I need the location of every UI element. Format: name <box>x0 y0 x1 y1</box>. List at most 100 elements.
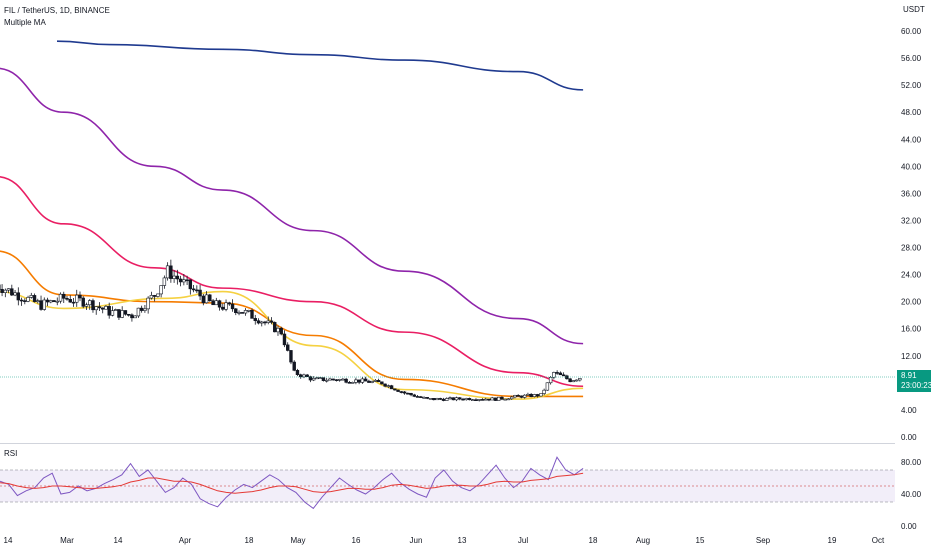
time-tick-label: Apr <box>179 536 192 545</box>
candle-up <box>422 397 426 399</box>
candle-down <box>406 392 410 395</box>
candle-up <box>55 300 59 303</box>
candle-down <box>487 398 491 401</box>
candle-down <box>10 288 14 296</box>
candle-down <box>467 398 472 401</box>
rsi-legend[interactable]: RSI <box>4 449 18 458</box>
time-tick-label: Mar <box>60 536 74 545</box>
candle-up <box>3 289 8 293</box>
candle-up <box>373 380 378 382</box>
candle-down <box>415 396 420 398</box>
candle-down <box>234 308 238 314</box>
price-tick-label: 16.00 <box>901 325 922 334</box>
time-tick-label: Sep <box>756 536 771 545</box>
candle-up <box>490 397 494 401</box>
candle-down <box>152 295 157 297</box>
candle-down <box>81 297 85 307</box>
candle-down <box>175 275 180 280</box>
candle-down <box>221 306 225 310</box>
candle-down <box>195 289 199 292</box>
candle-down <box>376 380 381 383</box>
candle-up <box>506 398 511 401</box>
price-tick-label: 56.00 <box>901 54 922 63</box>
price-tick-label: 52.00 <box>901 81 922 90</box>
candle-down <box>253 318 257 322</box>
candle-up <box>574 379 579 382</box>
candle-down <box>535 394 540 397</box>
candle-down <box>263 321 267 324</box>
candle-up <box>477 399 481 401</box>
price-tick-label: 36.00 <box>901 189 922 198</box>
candle-down <box>568 378 572 383</box>
candle-down <box>419 396 423 398</box>
candle-up <box>337 379 342 381</box>
candle-up <box>13 292 17 296</box>
candle-up <box>578 378 582 381</box>
candle-up <box>497 396 501 401</box>
candle-down <box>558 372 563 376</box>
time-tick-label: Jun <box>410 536 423 545</box>
candle-down <box>269 320 274 323</box>
candle-down <box>286 344 290 351</box>
candle-down <box>432 398 436 401</box>
rsi-line <box>0 456 584 510</box>
candle-down <box>380 381 384 385</box>
candle-up <box>552 372 556 378</box>
candle-down <box>139 307 144 311</box>
candle-up <box>237 312 241 314</box>
price-tick-label: 24.00 <box>901 271 922 280</box>
candle-down <box>211 300 215 306</box>
candle-down <box>65 298 69 300</box>
candle-down <box>402 391 407 394</box>
candle-down <box>289 350 293 363</box>
candle-down <box>68 299 72 303</box>
candle-down <box>458 397 462 400</box>
time-tick-label: 15 <box>696 536 705 545</box>
candle-down <box>117 309 121 318</box>
time-tick-label: 19 <box>828 536 837 545</box>
axes: USDT 60.00 56.00 52.00 48.00 44.00 40.00 36.00 3… <box>4 5 925 545</box>
symbol-title[interactable]: FIL / TetherUS, 1D, BINANCE <box>4 6 110 15</box>
candle-down <box>256 320 261 324</box>
candle-up <box>539 393 543 397</box>
candle-up <box>88 300 92 306</box>
candle-up <box>266 320 270 323</box>
time-tick-label: May <box>290 536 305 545</box>
candle-down <box>16 292 21 301</box>
candle-up <box>545 382 550 391</box>
candle-down <box>500 396 504 400</box>
candle-up <box>526 393 530 396</box>
candle-down <box>493 397 498 401</box>
candle-up <box>49 300 53 303</box>
candle-up <box>42 299 46 310</box>
price-tick-label: 48.00 <box>901 108 922 117</box>
countdown-timer: 23:00:23 <box>901 381 932 390</box>
price-axis-currency: USDT <box>903 5 925 14</box>
indicator-legend[interactable]: Multiple MA <box>4 18 46 27</box>
candle-up <box>484 398 488 401</box>
candle-up <box>354 379 358 383</box>
candle-up <box>143 308 147 311</box>
price-tick-label: 12.00 <box>901 352 922 361</box>
rsi-tick-label: 0.00 <box>901 522 917 531</box>
candle-up <box>182 279 186 283</box>
candle-down <box>188 279 193 290</box>
candle-up <box>448 397 452 399</box>
rsi-tick-label: 80.00 <box>901 458 922 467</box>
candle-down <box>169 265 173 279</box>
candle-up <box>318 377 322 379</box>
candle-down <box>198 289 202 297</box>
candle-down <box>412 394 417 397</box>
candle-down <box>334 379 339 381</box>
price-tick-label: 28.00 <box>901 244 922 253</box>
candle-down <box>292 361 296 371</box>
candle-up <box>522 394 527 398</box>
candle-up <box>136 307 141 317</box>
candle-down <box>191 288 196 291</box>
time-tick-label: Aug <box>636 536 650 545</box>
candle-down <box>555 372 559 374</box>
candle-down <box>396 389 400 392</box>
candle-up <box>172 275 176 279</box>
candle-up <box>165 265 170 279</box>
